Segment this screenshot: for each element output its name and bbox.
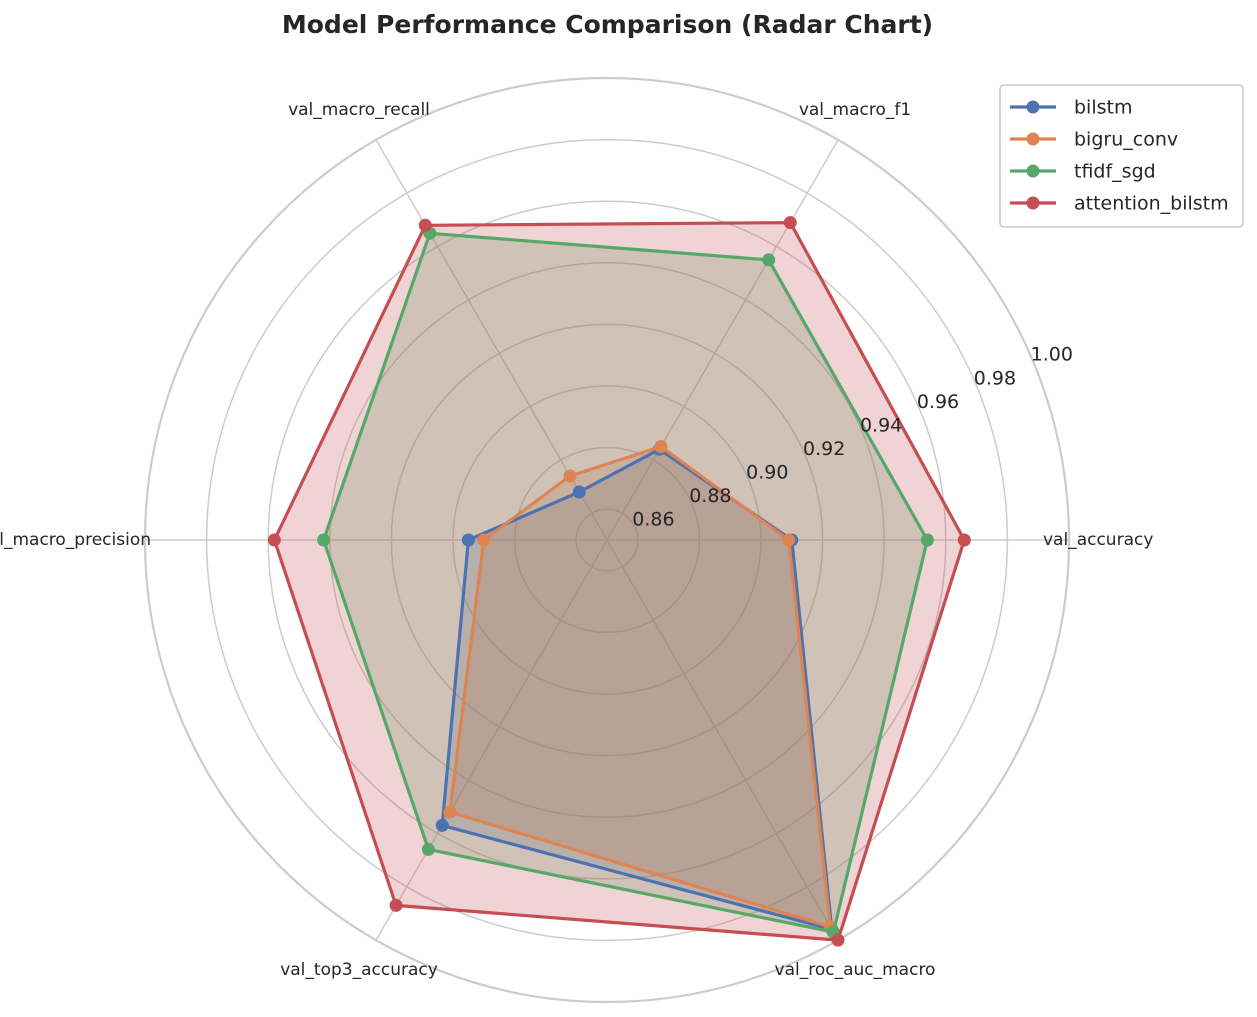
legend-label-attention_bilstm: attention_bilstm	[1074, 193, 1229, 215]
series-fill-layer	[274, 222, 965, 941]
spoke-line	[606, 139, 839, 541]
legend-label-bigru_conv: bigru_conv	[1074, 129, 1178, 151]
radial-tick-label: 0.92	[803, 438, 845, 460]
radial-tick-label: 0.98	[974, 367, 1016, 389]
axis-label-val_macro_f1: val_macro_f1	[799, 100, 911, 120]
data-point-attention_bilstm-val_macro_recall	[418, 218, 432, 232]
data-point-bigru_conv-val_top3_accuracy	[443, 805, 457, 819]
data-point-bigru_conv-val_macro_precision	[477, 533, 491, 547]
data-point-tfidf_sgd-val_macro_precision	[317, 533, 331, 547]
data-point-bilstm-val_macro_recall	[572, 485, 586, 499]
legend-marker-bilstm	[1026, 100, 1040, 114]
data-point-attention_bilstm-val_accuracy	[957, 533, 971, 547]
radial-tick-label: 0.94	[860, 414, 902, 436]
spoke-line	[606, 539, 839, 941]
axis-label-val_top3_accuracy: val_top3_accuracy	[280, 960, 438, 980]
data-point-attention_bilstm-val_macro_f1	[783, 216, 797, 230]
legend-label-bilstm: bilstm	[1074, 97, 1132, 119]
chart-title: Model Performance Comparison (Radar Char…	[281, 10, 934, 39]
legend-box	[999, 84, 1244, 228]
legend-marker-tfidf_sgd	[1026, 164, 1040, 178]
radial-tick-label: 0.88	[689, 485, 731, 507]
data-point-tfidf_sgd-val_top3_accuracy	[421, 842, 435, 856]
radial-tick-label: 1.00	[1031, 344, 1073, 366]
series-fill-attention_bilstm	[274, 222, 965, 941]
data-point-attention_bilstm-val_top3_accuracy	[389, 898, 403, 912]
axis-label-val_roc_auc_macro: val_roc_auc_macro	[775, 960, 936, 980]
data-point-tfidf_sgd-val_accuracy	[920, 533, 934, 547]
spoke-line	[375, 539, 608, 941]
series-fill-bigru_conv	[449, 446, 831, 927]
legend-marker-attention_bilstm	[1026, 196, 1040, 210]
data-point-bigru_conv-val_macro_recall	[563, 469, 577, 483]
axis-label-layer: 0.86 0.88 0.90 0.92 0.94 0.96 0.98 1.00 val_accu…	[0, 100, 1153, 980]
legend: bilstm bigru_conv tfidf_sgd attention_bilst…	[999, 84, 1244, 228]
axis-label-val_macro_precision: val_macro_precision	[0, 530, 151, 550]
data-point-attention_bilstm-val_macro_precision	[267, 533, 281, 547]
radial-tick-label: 0.90	[746, 462, 788, 484]
data-point-tfidf_sgd-val_macro_f1	[762, 253, 776, 267]
legend-marker-bigru_conv	[1026, 132, 1040, 146]
data-point-bilstm-val_macro_precision	[461, 533, 475, 547]
data-point-bigru_conv-val_accuracy	[782, 533, 796, 547]
radial-tick-label: 0.96	[917, 391, 959, 413]
axis-label-val_macro_recall: val_macro_recall	[288, 100, 430, 120]
data-point-attention_bilstm-val_roc_auc_macro	[831, 933, 845, 947]
grid-layer	[143, 76, 1071, 1004]
data-point-bilstm-val_top3_accuracy	[435, 818, 449, 832]
series-fill-tfidf_sgd	[323, 233, 928, 933]
radial-tick-label: 0.86	[632, 509, 674, 531]
series-line-layer	[267, 216, 971, 947]
data-point-bigru_conv-val_macro_f1	[654, 440, 668, 454]
series-fill-bilstm	[442, 449, 832, 930]
axis-label-val_accuracy: val_accuracy	[1043, 530, 1153, 550]
legend-label-tfidf_sgd: tfidf_sgd	[1074, 161, 1156, 183]
